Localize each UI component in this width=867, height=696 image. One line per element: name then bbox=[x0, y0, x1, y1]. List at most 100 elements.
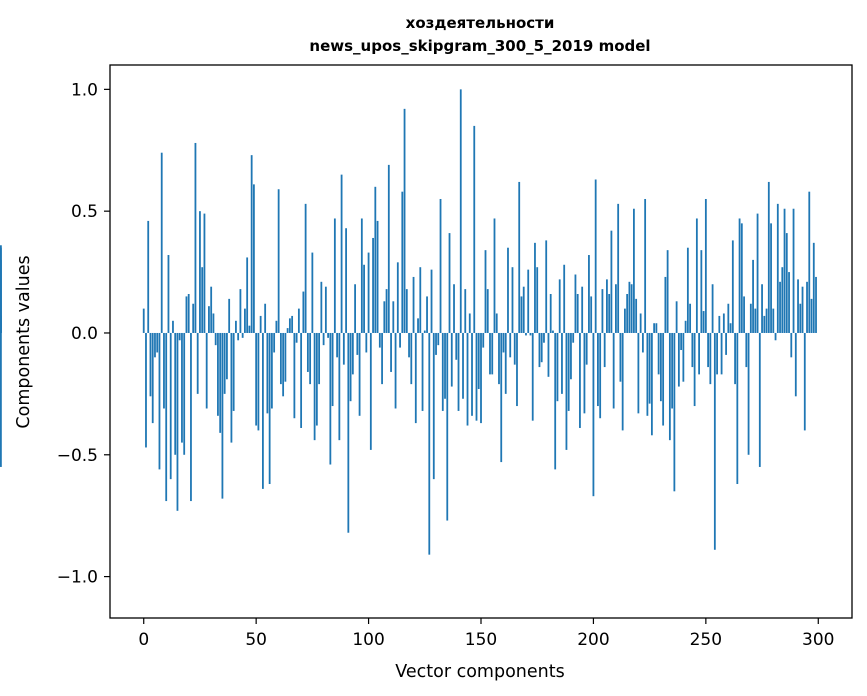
bar-component-215 bbox=[626, 294, 629, 333]
bar-component-251 bbox=[707, 332, 709, 368]
x-tick-label: 300 bbox=[802, 630, 834, 650]
bar-component-205 bbox=[603, 332, 606, 368]
bar-component-153 bbox=[486, 289, 489, 333]
bar-component-176 bbox=[538, 332, 541, 368]
bar-component-254 bbox=[713, 332, 716, 550]
bar-component-249 bbox=[702, 311, 705, 333]
bar-component-240 bbox=[682, 332, 685, 382]
bar-component-113 bbox=[396, 262, 399, 333]
bar-component-undefined bbox=[0, 315, 2, 333]
bar-component-192 bbox=[574, 274, 577, 333]
bar-component-264 bbox=[736, 332, 739, 485]
bar-component-26 bbox=[201, 267, 204, 333]
bar-component-157 bbox=[495, 313, 498, 333]
bar-component-191 bbox=[572, 332, 575, 343]
bar-component-187 bbox=[563, 264, 566, 333]
bar-component-139 bbox=[455, 332, 458, 360]
bar-component-58 bbox=[273, 332, 276, 353]
bar-component-93 bbox=[351, 332, 354, 375]
bar-component-150 bbox=[480, 332, 482, 424]
bar-component-256 bbox=[718, 315, 721, 333]
y-tick-label: −0.5 bbox=[57, 446, 98, 466]
bar-component-243 bbox=[689, 303, 692, 333]
bar-component-229 bbox=[657, 332, 660, 375]
bar-component-186 bbox=[561, 332, 563, 394]
bar-component-213 bbox=[621, 332, 624, 431]
bar-component-133 bbox=[441, 332, 444, 411]
bar-component-121 bbox=[414, 332, 417, 424]
bar-component-290 bbox=[794, 332, 797, 397]
bar-component-255 bbox=[716, 332, 718, 375]
bar-component-295 bbox=[806, 281, 808, 333]
bar-component-39 bbox=[230, 332, 233, 443]
bar-component-99 bbox=[365, 332, 368, 353]
bar-component-110 bbox=[390, 332, 392, 372]
bar-component-294 bbox=[803, 332, 806, 431]
bar-component-5 bbox=[154, 332, 156, 358]
bar-component-222 bbox=[641, 332, 644, 353]
bar-component-97 bbox=[360, 218, 363, 333]
bar-component-129 bbox=[432, 332, 435, 480]
bar-component-263 bbox=[734, 332, 736, 385]
bar-component-45 bbox=[244, 308, 246, 333]
bar-component-15 bbox=[176, 332, 179, 511]
bar-component-155 bbox=[491, 332, 494, 375]
bar-component-72 bbox=[304, 203, 307, 333]
bar-component-137 bbox=[450, 332, 453, 387]
bar-component-89 bbox=[342, 332, 345, 365]
bar-component-260 bbox=[727, 303, 730, 333]
bar-component-142 bbox=[462, 332, 464, 399]
bar-component-59 bbox=[275, 320, 278, 333]
bar-component-199 bbox=[590, 296, 593, 333]
bar-component-22 bbox=[192, 303, 195, 333]
bar-component-48 bbox=[250, 155, 253, 333]
bar-component-108 bbox=[385, 289, 388, 333]
bar-component-117 bbox=[405, 289, 408, 333]
bar-component-123 bbox=[419, 267, 422, 333]
bar-component-287 bbox=[788, 272, 790, 333]
bars-group bbox=[0, 89, 817, 555]
bar-component-92 bbox=[349, 332, 352, 402]
bar-component-174 bbox=[534, 242, 536, 333]
bar-component-13 bbox=[172, 320, 174, 333]
bar-component-120 bbox=[412, 276, 415, 333]
bar-component-178 bbox=[543, 332, 545, 343]
bar-component-116 bbox=[403, 108, 406, 333]
bar-component-111 bbox=[392, 301, 395, 333]
bar-component-233 bbox=[666, 250, 669, 333]
bar-component-12 bbox=[169, 332, 172, 480]
bar-component-163 bbox=[509, 332, 512, 358]
bar-component-165 bbox=[513, 332, 516, 365]
bar-component-262 bbox=[731, 240, 734, 333]
bar-component-75 bbox=[311, 252, 314, 333]
bar-component-79 bbox=[320, 281, 323, 333]
bar-component-147 bbox=[473, 125, 476, 333]
bar-component-122 bbox=[417, 318, 419, 333]
chart-title-line-1: хоздеятельности bbox=[406, 14, 555, 32]
bar-component-289 bbox=[792, 208, 795, 333]
bar-component-250 bbox=[704, 198, 707, 333]
bar-component-undefined bbox=[0, 332, 2, 467]
bar-component-241 bbox=[684, 320, 687, 333]
bar-component-207 bbox=[608, 294, 611, 333]
bar-component-3 bbox=[149, 332, 152, 397]
bar-component-56 bbox=[268, 332, 271, 485]
bar-component-91 bbox=[347, 332, 350, 533]
bar-component-282 bbox=[776, 203, 779, 333]
bar-component-24 bbox=[196, 332, 199, 394]
bar-component-245 bbox=[693, 332, 696, 407]
bar-component-118 bbox=[408, 332, 410, 358]
y-tick-label: −1.0 bbox=[57, 568, 98, 588]
bar-component-218 bbox=[633, 208, 635, 333]
bar-component-216 bbox=[628, 281, 631, 333]
y-axis-ticks: −1.0 −0.5 0.0 0.5 1.0 bbox=[57, 80, 110, 588]
bar-component-231 bbox=[662, 332, 665, 426]
bar-component-70 bbox=[300, 332, 303, 428]
bar-component-237 bbox=[675, 301, 678, 333]
bar-component-23 bbox=[194, 142, 197, 333]
bar-component-0 bbox=[142, 308, 145, 333]
bar-component-145 bbox=[468, 313, 471, 333]
bar-component-292 bbox=[799, 303, 802, 333]
bar-component-169 bbox=[522, 286, 525, 333]
